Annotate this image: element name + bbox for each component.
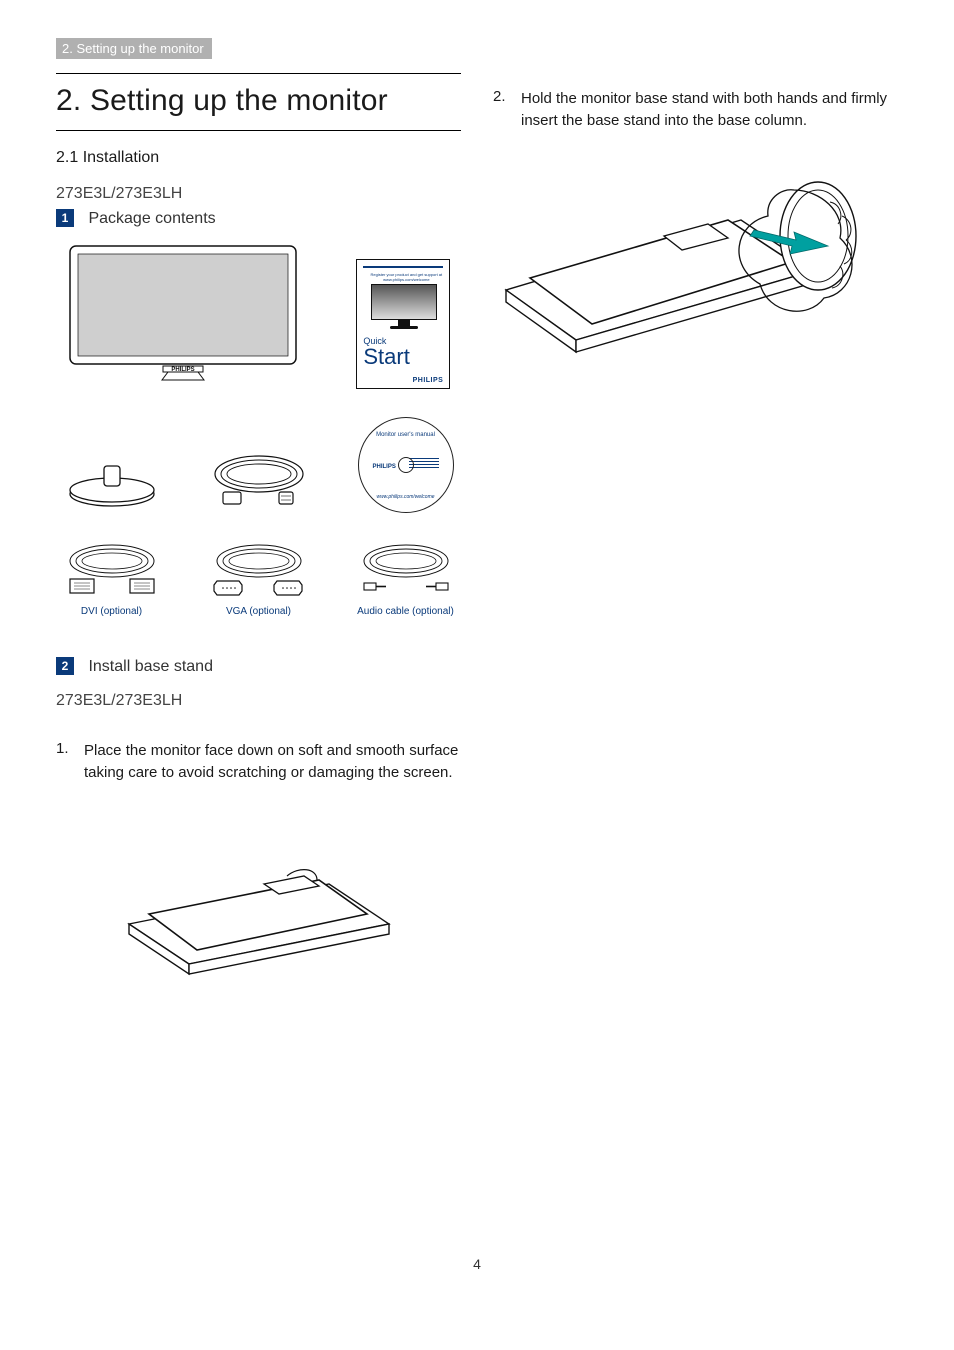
rule-bottom	[56, 130, 461, 131]
model-number-b: 273E3L/273E3LH	[56, 692, 461, 710]
quick-start-booklet: Register your product and get support at…	[346, 259, 461, 389]
page-number: 4	[0, 1256, 954, 1272]
step-1-badge: 1	[56, 209, 74, 227]
dvi-caption: DVI (optional)	[56, 606, 167, 617]
ordered-item-1: 1. Place the monitor face down on soft a…	[56, 740, 461, 784]
cd-icon: Monitor user's manual PHILIPS www.philip…	[350, 417, 461, 513]
cd-title: Monitor user's manual	[359, 432, 453, 438]
monitor-illustration: PHILIPS	[56, 244, 310, 389]
step-2-row: 2 Install base stand	[56, 657, 461, 676]
contents-row-3: DVI (optional) VGA (optional)	[56, 541, 461, 617]
running-header: 2. Setting up the monitor	[56, 38, 212, 59]
monitor-facedown-illustration	[56, 804, 461, 984]
contents-row-2: Monitor user's manual PHILIPS www.philip…	[56, 417, 461, 513]
step-2-badge: 2	[56, 657, 74, 675]
step-1-row: 1 Package contents	[56, 209, 461, 228]
cd-brand: PHILIPS	[373, 464, 396, 470]
vga-cable-icon: VGA (optional)	[203, 541, 314, 617]
contents-row-1: PHILIPS Register your product and get su…	[56, 244, 461, 389]
booklet-tiny-text: Register your product and get support at…	[363, 272, 449, 282]
chapter-title: 2. Setting up the monitor	[56, 84, 461, 118]
booklet-start: Start	[363, 344, 409, 370]
cd-signature: www.philips.com/welcome	[359, 494, 453, 500]
rule-top	[56, 73, 461, 74]
model-number-a: 273E3L/273E3LH	[56, 185, 461, 203]
right-column: 2. Hold the monitor base stand with both…	[493, 38, 898, 984]
base-stand-icon	[56, 458, 167, 513]
dvi-cable-icon: DVI (optional)	[56, 541, 167, 617]
ol1-text: Place the monitor face down on soft and …	[84, 740, 461, 784]
left-column: 2. Setting up the monitor 2. Setting up …	[56, 38, 461, 984]
booklet-brand: PHILIPS	[413, 377, 444, 384]
step-1-label: Package contents	[88, 210, 215, 227]
audio-cable-icon: Audio cable (optional)	[350, 541, 461, 617]
step-2-label: Install base stand	[88, 658, 213, 675]
ol2-text: Hold the monitor base stand with both ha…	[521, 88, 898, 132]
power-cable-icon	[203, 452, 314, 513]
audio-caption: Audio cable (optional)	[350, 606, 461, 617]
ol1-number: 1.	[56, 740, 84, 784]
vga-caption: VGA (optional)	[203, 606, 314, 617]
ordered-item-2: 2. Hold the monitor base stand with both…	[493, 88, 898, 132]
ol2-number: 2.	[493, 88, 521, 132]
insert-base-illustration	[493, 150, 898, 370]
section-heading: 2.1 Installation	[56, 149, 461, 167]
